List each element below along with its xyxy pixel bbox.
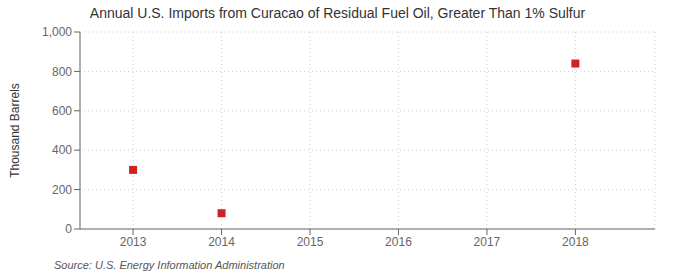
svg-text:200: 200 [52, 183, 72, 197]
svg-text:Thousand Barrels: Thousand Barrels [8, 83, 22, 178]
svg-text:400: 400 [52, 143, 72, 157]
svg-text:800: 800 [52, 65, 72, 79]
svg-text:600: 600 [52, 104, 72, 118]
svg-text:2015: 2015 [297, 235, 324, 249]
svg-text:0: 0 [65, 222, 72, 236]
svg-text:2014: 2014 [208, 235, 235, 249]
svg-text:2016: 2016 [385, 235, 412, 249]
svg-text:2017: 2017 [474, 235, 501, 249]
html-text:Annual U.S. Imports from Curac: Annual U.S. Imports from Curacao of Resi… [89, 5, 586, 21]
html-text:Source: U.S. Energy Informatio: Source: U.S. Energy Information Administ… [54, 259, 285, 271]
svg-text:1,000: 1,000 [42, 26, 72, 39]
svg-text:2013: 2013 [120, 235, 147, 249]
svg-text:2018: 2018 [562, 235, 589, 249]
